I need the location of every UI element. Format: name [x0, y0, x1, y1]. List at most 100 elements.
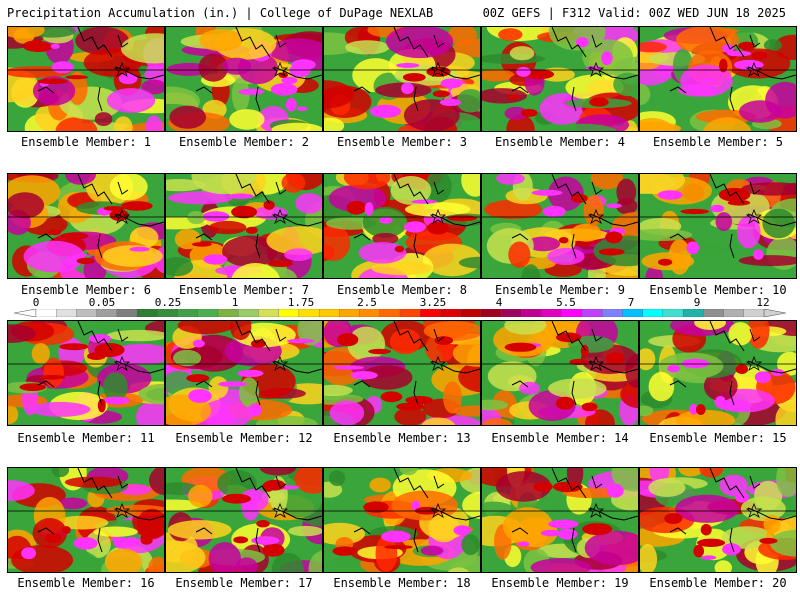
precipitation-field: [8, 468, 164, 572]
colorbar-swatch: [420, 309, 441, 317]
colorbar-swatch: [56, 309, 77, 317]
ensemble-member-label: Ensemble Member: 6: [20, 283, 152, 297]
coastline: [37, 174, 164, 259]
colorbar-swatch: [561, 309, 583, 317]
ensemble-member-label: Ensemble Member: 15: [649, 431, 787, 445]
precipitation-field: [482, 27, 638, 131]
precipitation-field: [8, 174, 164, 278]
precipitation-field: [324, 27, 480, 131]
colorbar-swatch: [642, 309, 664, 317]
coastline: [37, 27, 164, 112]
coastline: [669, 27, 796, 112]
colorbar-swatch: [96, 309, 118, 317]
ensemble-member-label: Ensemble Member: 13: [333, 431, 471, 445]
ensemble-map-7: [165, 173, 323, 279]
colorbar-swatch: [743, 309, 765, 317]
location-star-icon: [745, 208, 763, 224]
ensemble-map-4: [481, 26, 639, 132]
location-star-icon: [429, 208, 447, 224]
precipitation-field: [482, 321, 638, 425]
location-star-icon: [745, 502, 763, 518]
ensemble-map-3: [323, 26, 481, 132]
precipitation-field: [166, 27, 322, 131]
location-star-icon: [429, 355, 447, 371]
ensemble-map-12: [165, 320, 323, 426]
coastline: [353, 27, 480, 112]
ensemble-member-label: Ensemble Member: 18: [333, 576, 471, 590]
colorbar-swatch: [440, 309, 462, 317]
colorbar-tick-label: 0.05: [88, 296, 116, 309]
coastline: [353, 468, 480, 553]
colorbar-swatch: [35, 309, 57, 317]
colorbar-swatch: [238, 309, 259, 317]
colorbar-swatch: [318, 309, 340, 317]
ensemble-map-2: [165, 26, 323, 132]
precipitation-field: [324, 321, 480, 425]
ensemble-member-label: Ensemble Member: 2: [178, 135, 310, 149]
ensemble-map-19: [481, 467, 639, 573]
coastline: [195, 468, 322, 553]
coastline: [669, 174, 796, 259]
location-star-icon: [271, 208, 289, 224]
colorbar-min-arrow: [14, 309, 37, 317]
colorbar-swatch: [359, 309, 381, 317]
location-star-icon: [587, 355, 605, 371]
ensemble-member-label: Ensemble Member: 10: [649, 283, 787, 297]
ensemble-map-20: [639, 467, 797, 573]
location-star-icon: [745, 61, 763, 77]
colorbar-swatch: [298, 309, 320, 317]
coastline: [669, 321, 796, 406]
ensemble-map-10: [639, 173, 797, 279]
coastline: [195, 321, 322, 406]
precipitation-field: [640, 27, 796, 131]
location-star-icon: [113, 502, 131, 518]
colorbar-tick-label: 4: [495, 296, 503, 309]
colorbar-tick-label: 9: [693, 296, 701, 309]
ensemble-map-16: [7, 467, 165, 573]
ensemble-map-1: [7, 26, 165, 132]
ensemble-map-11: [7, 320, 165, 426]
ensemble-member-label: Ensemble Member: 4: [494, 135, 626, 149]
ensemble-member-label: Ensemble Member: 12: [175, 431, 313, 445]
location-star-icon: [587, 208, 605, 224]
ensemble-map-13: [323, 320, 481, 426]
coastline: [195, 27, 322, 112]
ensemble-member-label: Ensemble Member: 16: [17, 576, 155, 590]
location-star-icon: [271, 61, 289, 77]
ensemble-map-14: [481, 320, 639, 426]
colorbar-swatch: [602, 309, 623, 317]
header-valid-time: 00Z GEFS | F312 Valid: 00Z WED JUN 18 20…: [482, 6, 786, 20]
colorbar-swatch: [581, 309, 603, 317]
location-star-icon: [429, 502, 447, 518]
colorbar-tick-labels: 0 0.05 0.25 1 1.75 2.5 3.25 4 5.5 7 9 12: [0, 296, 800, 309]
colorbar-tick-label: 0: [32, 296, 40, 309]
precipitation-field: [8, 321, 164, 425]
colorbar-swatch: [723, 309, 745, 317]
precipitation-field: [166, 321, 322, 425]
colorbar-tick-label: 3.25: [419, 296, 447, 309]
colorbar-swatch: [480, 309, 502, 317]
ensemble-map-8: [323, 173, 481, 279]
ensemble-member-label: Ensemble Member: 8: [336, 283, 468, 297]
colorbar-swatch: [76, 309, 98, 317]
precipitation-field: [640, 174, 796, 278]
coastline: [353, 321, 480, 406]
ensemble-map-9: [481, 173, 639, 279]
precipitation-field: [166, 174, 322, 278]
ensemble-member-label: Ensemble Member: 17: [175, 576, 313, 590]
ensemble-map-6: [7, 173, 165, 279]
ensemble-map-15: [639, 320, 797, 426]
ensemble-map-17: [165, 467, 323, 573]
colorbar-swatch: [258, 309, 280, 317]
colorbar-swatch: [278, 309, 300, 317]
location-star-icon: [113, 208, 131, 224]
ensemble-map-5: [639, 26, 797, 132]
ensemble-member-label: Ensemble Member: 14: [491, 431, 629, 445]
location-star-icon: [113, 61, 131, 77]
precipitation-field: [482, 468, 638, 572]
coastline: [511, 174, 638, 259]
colorbar-tick-label: 0.25: [154, 296, 182, 309]
coastline: [37, 321, 164, 406]
ensemble-member-label: Ensemble Member: 5: [652, 135, 784, 149]
location-star-icon: [587, 502, 605, 518]
